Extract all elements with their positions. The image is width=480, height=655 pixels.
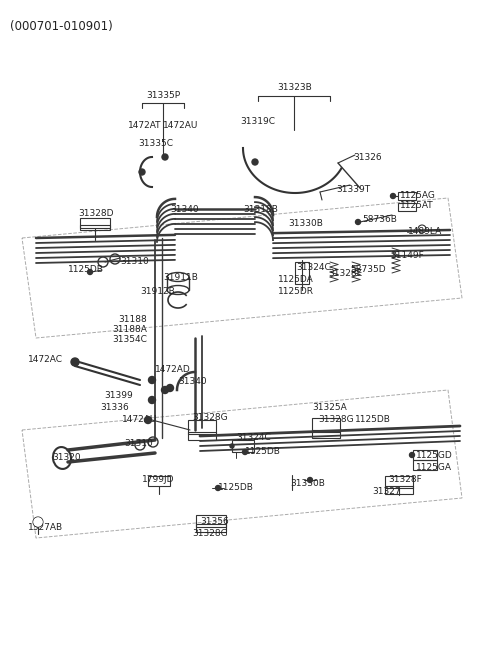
- Text: 31310: 31310: [124, 440, 153, 449]
- Text: 1125GD: 1125GD: [416, 451, 453, 460]
- Text: 31328E: 31328E: [328, 269, 362, 278]
- Text: 31188: 31188: [118, 316, 147, 324]
- Text: 1489LA: 1489LA: [408, 227, 442, 236]
- Text: 31336: 31336: [100, 403, 129, 413]
- Text: 31912B: 31912B: [140, 288, 175, 297]
- Text: 1799JD: 1799JD: [142, 476, 175, 485]
- Text: 31328G: 31328G: [192, 529, 228, 538]
- Circle shape: [242, 449, 248, 455]
- Circle shape: [230, 444, 234, 448]
- Text: 31188A: 31188A: [112, 326, 147, 335]
- Text: 1125DR: 1125DR: [278, 288, 314, 297]
- Text: 1125GA: 1125GA: [416, 464, 452, 472]
- Text: 58736B: 58736B: [362, 215, 397, 225]
- Circle shape: [148, 377, 156, 383]
- Text: 31327: 31327: [372, 487, 401, 496]
- Text: 31911B: 31911B: [163, 274, 198, 282]
- Circle shape: [34, 518, 42, 526]
- Text: 31323B: 31323B: [277, 83, 312, 92]
- Text: 1472AU: 1472AU: [122, 415, 157, 424]
- Circle shape: [161, 386, 168, 394]
- Text: 31339T: 31339T: [336, 185, 370, 195]
- Text: (000701-010901): (000701-010901): [10, 20, 113, 33]
- Text: 31328D: 31328D: [78, 210, 113, 219]
- Text: 1125DB: 1125DB: [355, 415, 391, 424]
- Circle shape: [308, 477, 312, 483]
- Text: 31320: 31320: [52, 453, 81, 462]
- Text: 1125AG: 1125AG: [400, 191, 436, 200]
- Text: 31310: 31310: [120, 257, 149, 267]
- Text: 31328F: 31328F: [388, 476, 422, 485]
- Text: 31324C: 31324C: [236, 434, 271, 443]
- Text: 1472AT: 1472AT: [128, 121, 161, 130]
- Text: 31318B: 31318B: [243, 206, 278, 214]
- Text: 31326: 31326: [353, 153, 382, 162]
- Text: 1125DA: 1125DA: [278, 276, 314, 284]
- Circle shape: [148, 396, 156, 403]
- Circle shape: [391, 193, 396, 198]
- Text: 31330B: 31330B: [288, 219, 323, 227]
- Text: 31325A: 31325A: [312, 403, 347, 413]
- Text: 31149F: 31149F: [390, 250, 424, 259]
- Circle shape: [252, 159, 258, 165]
- Text: 31328G: 31328G: [318, 415, 354, 424]
- Text: 1125DB: 1125DB: [245, 447, 281, 457]
- Text: 31354C: 31354C: [112, 335, 147, 345]
- Text: 1472AD: 1472AD: [155, 365, 191, 375]
- Text: 31340: 31340: [170, 206, 199, 214]
- Circle shape: [71, 358, 79, 366]
- Text: 31335P: 31335P: [146, 90, 180, 100]
- Text: 1327AB: 1327AB: [28, 523, 63, 533]
- Circle shape: [216, 485, 220, 491]
- Circle shape: [87, 269, 93, 274]
- Text: 1125AT: 1125AT: [400, 200, 433, 210]
- Circle shape: [409, 453, 415, 457]
- Text: 1472AU: 1472AU: [163, 121, 198, 130]
- Text: 1125DB: 1125DB: [68, 265, 104, 274]
- Circle shape: [162, 154, 168, 160]
- Text: 1472AC: 1472AC: [28, 356, 63, 364]
- Circle shape: [139, 169, 145, 175]
- Text: 1125DB: 1125DB: [218, 483, 254, 493]
- Circle shape: [144, 417, 152, 424]
- Text: 31324C: 31324C: [296, 263, 331, 272]
- Text: 31330B: 31330B: [290, 479, 325, 489]
- Text: 31335C: 31335C: [138, 138, 173, 147]
- Text: 58735D: 58735D: [350, 265, 385, 274]
- Circle shape: [167, 384, 173, 392]
- Text: 31319C: 31319C: [240, 117, 275, 126]
- Text: 31340: 31340: [178, 377, 206, 386]
- Circle shape: [356, 219, 360, 225]
- Text: 31399: 31399: [104, 390, 133, 400]
- Text: 31356: 31356: [200, 517, 229, 527]
- Text: 31328G: 31328G: [192, 413, 228, 422]
